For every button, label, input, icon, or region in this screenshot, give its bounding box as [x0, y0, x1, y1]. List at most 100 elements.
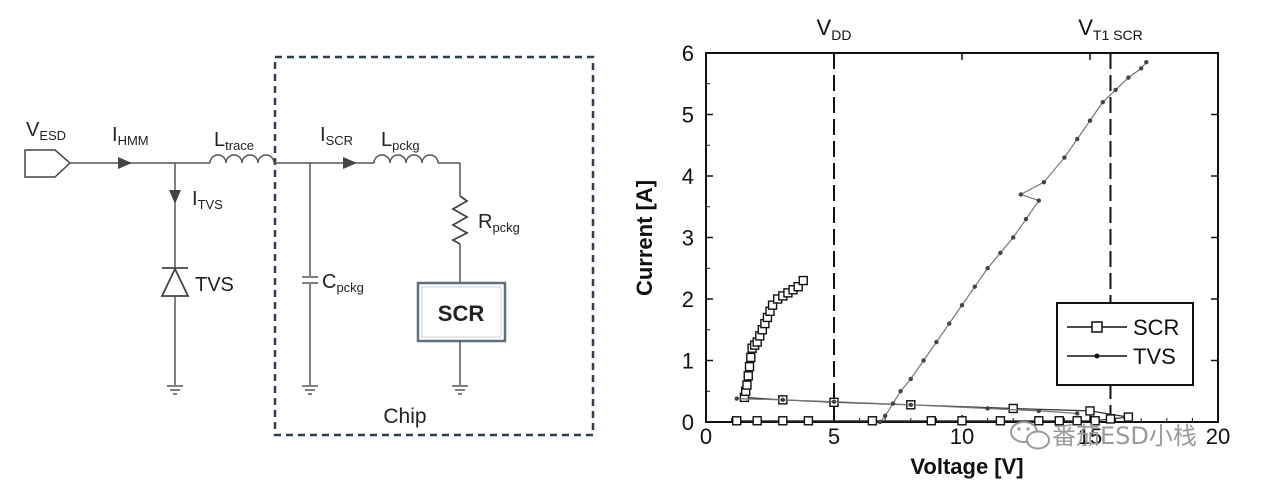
c-pckg-label: Cpckg — [322, 271, 364, 295]
legend-entry-scr: SCR — [1067, 315, 1179, 340]
y-tick-label: 5 — [682, 103, 694, 128]
r-pckg-resistor-icon — [451, 195, 469, 245]
y-tick-label: 2 — [682, 287, 694, 312]
data-point-tvs — [908, 376, 913, 382]
data-point-tvs — [985, 406, 990, 411]
i-scr-label: ISCR — [320, 124, 353, 148]
scr-box-label: SCR — [438, 301, 485, 326]
tvs-label: TVS — [195, 274, 234, 296]
data-point-scr — [798, 275, 808, 286]
data-point-tvs — [972, 284, 977, 289]
x-tick-label: 10 — [950, 424, 974, 449]
data-point-tvs — [921, 358, 926, 363]
data-point-scr — [1123, 412, 1134, 422]
data-point-scr — [867, 416, 878, 426]
data-point-scr — [793, 282, 803, 292]
chip-label: Chip — [383, 405, 426, 428]
data-point-tvs — [1126, 75, 1131, 80]
data-point-scr — [752, 416, 762, 426]
data-point-tvs — [1087, 118, 1093, 123]
data-point-tvs — [998, 250, 1003, 256]
ground-icon-scr — [452, 385, 468, 395]
c-pckg-capacitor-icon — [302, 276, 318, 284]
i-tvs-arrow — [169, 190, 181, 204]
data-point-scr — [746, 352, 756, 363]
x-tick-label: 5 — [828, 424, 840, 449]
data-point-tvs — [831, 399, 837, 404]
tvs-diode-icon — [160, 266, 190, 297]
data-point-tvs — [1075, 411, 1080, 416]
vline-label-1: VT1 SCR — [1078, 15, 1142, 43]
y-tick-label: 6 — [682, 41, 694, 66]
y-tick-label: 3 — [682, 226, 694, 251]
data-point-scr — [778, 416, 788, 426]
chip-boundary — [273, 55, 595, 437]
data-point-scr — [743, 371, 753, 381]
data-point-tvs — [1041, 179, 1047, 185]
data-point-scr — [1054, 416, 1064, 426]
x-tick-label: 20 — [1206, 424, 1230, 449]
data-point-scr — [995, 416, 1006, 426]
r-pckg-label: Rpckg — [478, 211, 520, 235]
data-point-scr — [1008, 403, 1018, 414]
ground-icon-tvs — [167, 385, 183, 395]
data-point-scr — [1090, 416, 1100, 426]
data-point-tvs — [908, 402, 913, 407]
data-point-tvs — [934, 339, 939, 345]
i-hmm-arrow — [118, 157, 132, 169]
data-point-tvs — [1062, 155, 1067, 160]
legend-label-scr: SCR — [1133, 315, 1179, 340]
i-tvs-label: ITVS — [192, 188, 223, 212]
l-pckg-inductor — [373, 154, 439, 164]
x-axis-title: Voltage [V] — [910, 454, 1023, 479]
l-pckg-label: Lpckg — [381, 129, 420, 153]
vline-label-0: VDD — [817, 15, 852, 43]
y-tick-label: 4 — [682, 164, 694, 189]
l-trace-label: Ltrace — [214, 129, 254, 153]
data-point-tvs — [1075, 136, 1080, 142]
data-point-tvs — [780, 397, 785, 403]
data-point-tvs — [1100, 100, 1105, 105]
data-point-scr — [926, 416, 936, 426]
i-hmm-label: IHMM — [112, 124, 149, 148]
y-tick-label: 0 — [682, 410, 694, 435]
data-point-scr — [1105, 414, 1116, 424]
data-point-scr — [803, 416, 814, 426]
watermark-text: 番茄ESD小栈 — [1052, 422, 1197, 450]
y-axis-title: Current [A] — [632, 180, 657, 296]
data-point-tvs — [898, 389, 903, 394]
chart-legend: SCR TVS — [1056, 302, 1194, 386]
data-point-tvs — [883, 413, 888, 419]
v-esd-label: VESD — [26, 119, 66, 143]
ground-icon-c — [302, 385, 318, 395]
legend-label-tvs: TVS — [1133, 344, 1176, 369]
data-point-scr — [1072, 416, 1082, 426]
y-tick-label: 1 — [682, 349, 694, 374]
data-point-tvs — [985, 266, 990, 271]
i-scr-arrow — [343, 157, 357, 169]
data-point-tvs — [1144, 60, 1149, 65]
watermark: 番茄ESD小栈 — [1010, 421, 1197, 450]
data-point-scr — [1085, 406, 1095, 416]
data-point-tvs — [1011, 235, 1016, 240]
data-point-scr — [1034, 416, 1044, 426]
esd-source-connector — [24, 149, 72, 178]
data-point-scr — [744, 361, 755, 372]
l-trace-inductor — [209, 154, 275, 164]
data-point-scr — [767, 300, 778, 310]
data-point-tvs — [1018, 192, 1024, 197]
iv-chart: 0 5 10 15 20 0 1 2 3 4 5 6 VDD VT1 SCR Current [A] Vo… — [632, 15, 1230, 479]
data-point-tvs — [1036, 198, 1041, 203]
data-point-tvs — [1036, 408, 1041, 414]
data-point-tvs — [890, 401, 896, 406]
wechat-logo-icon — [1010, 421, 1050, 450]
data-point-tvs — [877, 419, 883, 425]
x-tick-label: 15 — [1078, 424, 1102, 449]
data-point-scr — [732, 416, 742, 426]
x-tick-label: 0 — [700, 424, 712, 449]
data-point-tvs — [734, 396, 739, 401]
data-point-tvs — [1139, 66, 1144, 71]
scr-box — [416, 281, 507, 343]
legend-entry-tvs: TVS — [1067, 344, 1176, 369]
data-point-scr — [742, 380, 752, 390]
